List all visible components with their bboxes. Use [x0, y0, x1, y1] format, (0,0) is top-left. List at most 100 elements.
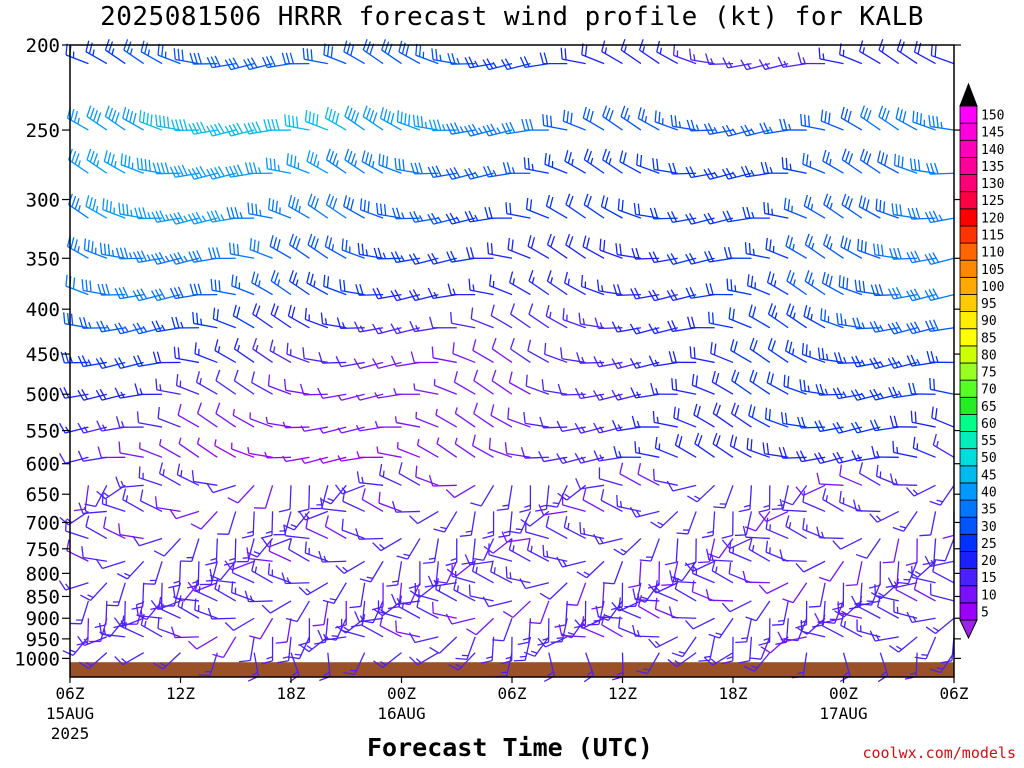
barb-half: [456, 585, 460, 592]
barb-flag: [196, 250, 203, 262]
barb-flag: [396, 207, 401, 219]
barb-shaft: [576, 582, 587, 606]
barb-flag: [97, 446, 102, 458]
barb-flag: [135, 604, 139, 616]
barb-flag: [906, 252, 913, 263]
barb-flag: [583, 148, 589, 160]
barb-flag: [322, 599, 335, 605]
barb-shaft: [231, 560, 255, 571]
barb-flag: [648, 638, 657, 649]
barb-flag: [525, 374, 528, 387]
barb-flag: [562, 308, 565, 320]
barb-flag: [390, 251, 397, 263]
barb-half: [361, 476, 364, 484]
barb-flag: [367, 201, 370, 213]
barb-flag: [934, 408, 938, 420]
barb-shaft: [472, 445, 494, 458]
barb-flag: [506, 162, 512, 174]
barb-flag: [163, 115, 166, 128]
barb-shaft: [506, 452, 531, 458]
barb-flag: [832, 422, 840, 434]
barb-flag: [836, 312, 839, 325]
barb-flag: [289, 233, 295, 245]
barb-shaft: [415, 417, 439, 428]
barb-flag: [752, 340, 758, 352]
barb-half: [341, 322, 346, 329]
barb-shaft: [819, 358, 844, 364]
barb-shaft: [396, 421, 421, 428]
barb-flag: [520, 446, 526, 459]
barb-flag: [877, 150, 881, 162]
barb-shaft: [194, 609, 218, 619]
barb-flag: [188, 123, 195, 135]
barb-flag: [892, 526, 904, 532]
x-tick-label: 18Z: [277, 684, 306, 703]
barb-shaft: [561, 618, 568, 642]
barb-half: [636, 391, 641, 398]
barb-flag: [803, 379, 806, 392]
barb-flag: [398, 158, 401, 171]
barb-shaft: [471, 318, 494, 329]
barb-shaft: [197, 443, 218, 458]
barb-flag: [100, 320, 107, 332]
barb-flag: [637, 203, 641, 216]
barb-shaft: [360, 582, 366, 607]
barb-flag: [873, 320, 880, 332]
barb-half: [257, 167, 262, 174]
barb-flag: [892, 441, 895, 453]
barb-shaft: [755, 600, 771, 622]
barb-flag: [557, 383, 563, 396]
barb-flag: [194, 579, 199, 591]
barb-shaft: [378, 502, 402, 513]
barb-half: [509, 572, 512, 579]
barb-shaft: [215, 380, 237, 395]
barb-flag: [173, 287, 180, 299]
barb-flag: [155, 320, 162, 332]
barb-shaft: [510, 348, 531, 363]
barb-flag: [734, 534, 747, 537]
barb-flag: [541, 379, 545, 391]
barb-flag: [471, 434, 476, 446]
barb-half: [582, 318, 585, 325]
barb-half: [821, 531, 825, 539]
barb-flag: [169, 253, 177, 265]
barb-flag: [824, 309, 827, 322]
barb-flag: [192, 250, 199, 262]
barb-flag: [752, 372, 758, 384]
barb-flag: [850, 390, 858, 401]
colorbar-segment: [959, 465, 978, 484]
barb-half: [741, 637, 748, 640]
barb-shaft: [454, 381, 476, 395]
barb-shaft: [783, 636, 807, 643]
barb-shaft: [123, 600, 126, 625]
barb-flag: [323, 274, 326, 287]
barb-flag: [354, 112, 360, 124]
barb-flag: [795, 451, 803, 462]
barb-flag: [746, 437, 749, 450]
barb-flag: [114, 323, 121, 335]
barb-half: [909, 671, 917, 675]
barb-flag: [343, 671, 355, 676]
barb-flag: [608, 109, 614, 122]
barb-flag: [376, 287, 383, 299]
barb-flag: [208, 247, 213, 259]
barb-half: [294, 653, 302, 656]
barb-flag: [271, 199, 275, 211]
barb-half: [881, 45, 885, 53]
barb-flag: [372, 358, 379, 369]
barb-shaft: [361, 624, 384, 638]
barb-flag: [115, 416, 121, 428]
colorbar-segment: [959, 396, 978, 415]
barb-flag: [482, 534, 494, 540]
barb-flag: [169, 287, 176, 299]
barb-half: [355, 424, 360, 432]
barb-shaft: [549, 582, 568, 600]
barb-half: [128, 252, 133, 259]
barb-shaft: [285, 426, 310, 429]
barb-half: [693, 54, 696, 61]
barb-flag: [586, 195, 592, 208]
barb-half: [433, 291, 438, 299]
barb-half: [580, 391, 585, 399]
barb-flag: [361, 614, 366, 626]
barb-half: [860, 392, 866, 399]
